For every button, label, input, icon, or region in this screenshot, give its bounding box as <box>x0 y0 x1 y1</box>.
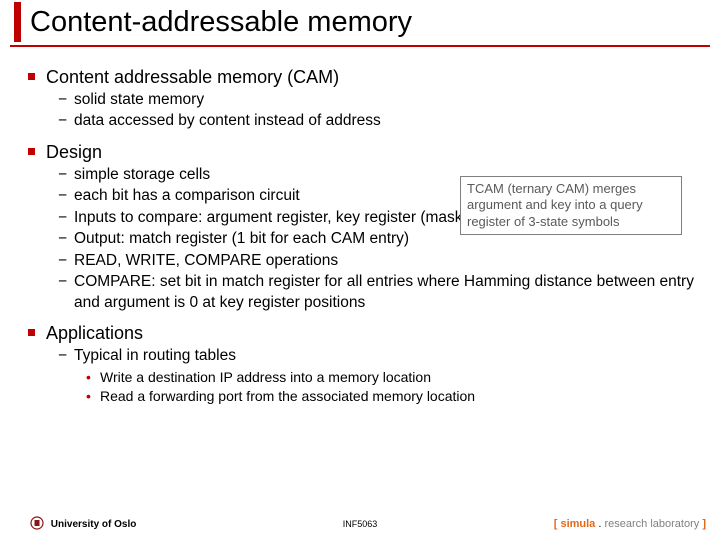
dot-bullet-icon: • <box>86 387 91 405</box>
bullet-lvl2: − data accessed by content instead of ad… <box>58 111 702 131</box>
lvl2-text: Typical in routing tables <box>74 347 236 364</box>
dot-bullet-icon: • <box>86 368 91 386</box>
title-area: Content-addressable memory <box>0 0 720 43</box>
lvl1-text: Applications <box>46 323 143 343</box>
dash-bullet-icon: − <box>58 229 67 249</box>
square-bullet-icon <box>28 73 35 80</box>
dash-bullet-icon: − <box>58 272 67 292</box>
bullet-lvl2: − READ, WRITE, COMPARE operations <box>58 251 702 271</box>
bullet-lvl3: • Write a destination IP address into a … <box>86 368 702 386</box>
footer-right: [ simula . research laboratory ] <box>554 518 706 530</box>
footer-left: University of Oslo <box>30 516 136 530</box>
lvl2-text: READ, WRITE, COMPARE operations <box>74 252 338 269</box>
lvl1-text: Content addressable memory (CAM) <box>46 67 339 87</box>
lvl2-text: Output: match register (1 bit for each C… <box>74 230 409 247</box>
callout-box: TCAM (ternary CAM) merges argument and k… <box>460 176 682 235</box>
lvl3-text: Write a destination IP address into a me… <box>100 369 431 385</box>
lvl2-text: Inputs to compare: argument register, ke… <box>74 209 468 226</box>
dash-bullet-icon: − <box>58 165 67 185</box>
bullet-lvl3: • Read a forwarding port from the associ… <box>86 387 702 405</box>
dash-bullet-icon: − <box>58 251 67 271</box>
footer: University of Oslo INF5063 [ simula . re… <box>0 510 720 534</box>
dash-bullet-icon: − <box>58 111 67 131</box>
bullet-lvl1: Design <box>28 142 702 163</box>
dash-bullet-icon: − <box>58 346 67 366</box>
accent-bar <box>14 2 21 42</box>
dash-bullet-icon: − <box>58 208 67 228</box>
bullet-lvl2: − COMPARE: set bit in match register for… <box>58 272 702 313</box>
callout-text: TCAM (ternary CAM) merges argument and k… <box>467 181 643 229</box>
brand-research: research laboratory <box>604 518 699 530</box>
dash-bullet-icon: − <box>58 90 67 110</box>
footer-center: INF5063 <box>343 519 378 529</box>
bullet-lvl1: Applications <box>28 323 702 344</box>
lvl2-text: simple storage cells <box>74 166 210 183</box>
bullet-lvl2: − solid state memory <box>58 90 702 110</box>
bracket-close: ] <box>699 518 706 530</box>
university-crest-icon <box>30 516 44 530</box>
square-bullet-icon <box>28 329 35 336</box>
lvl1-text: Design <box>46 142 102 162</box>
bullet-lvl2: − Typical in routing tables <box>58 346 702 366</box>
lvl3-text: Read a forwarding port from the associat… <box>100 388 475 404</box>
brand-simula: simula <box>560 518 595 530</box>
slide-title: Content-addressable memory <box>30 6 720 39</box>
slide: Content-addressable memory Content addre… <box>0 0 720 540</box>
lvl2-text: COMPARE: set bit in match register for a… <box>74 273 694 310</box>
footer-left-text: University of Oslo <box>51 519 137 530</box>
bullet-lvl1: Content addressable memory (CAM) <box>28 67 702 88</box>
dash-bullet-icon: − <box>58 186 67 206</box>
lvl2-text: data accessed by content instead of addr… <box>74 112 381 129</box>
lvl2-text: each bit has a comparison circuit <box>74 187 300 204</box>
square-bullet-icon <box>28 148 35 155</box>
lvl2-text: solid state memory <box>74 91 204 108</box>
